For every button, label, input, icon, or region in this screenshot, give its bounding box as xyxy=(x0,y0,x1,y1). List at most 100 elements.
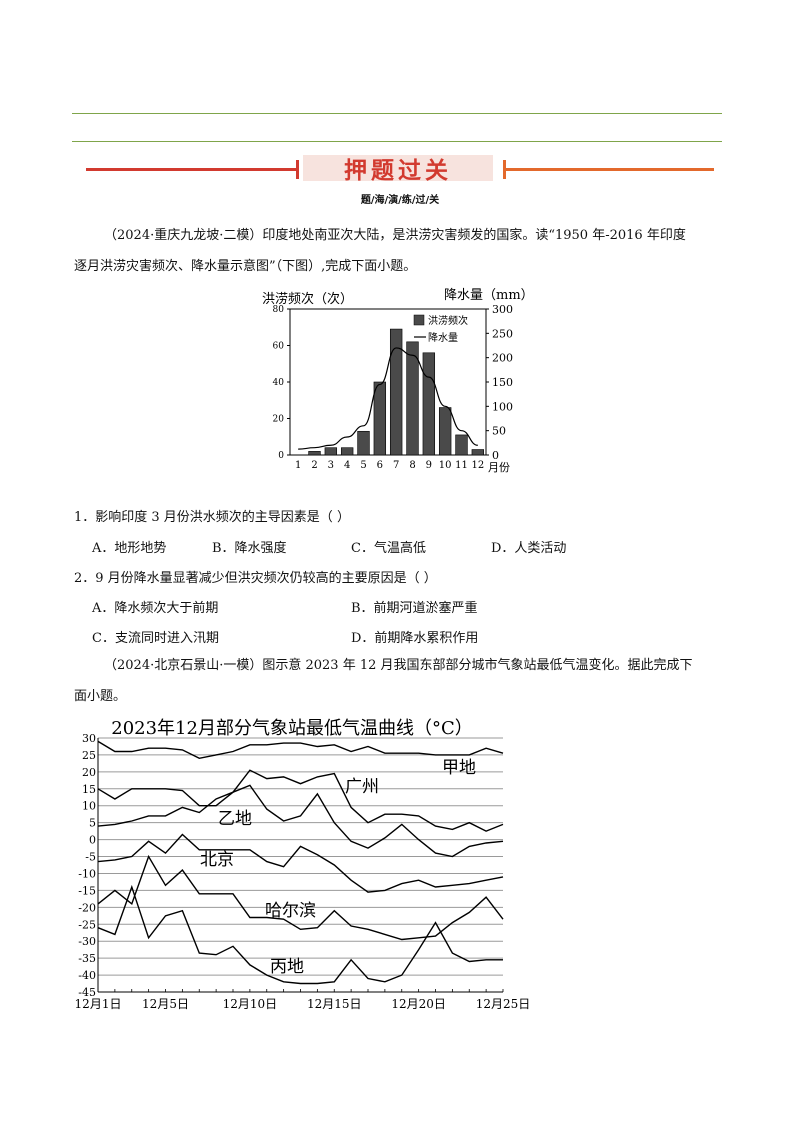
banner-tick-left xyxy=(296,160,299,179)
banner-line-left xyxy=(86,168,296,171)
chart2-x-tick-label: 12月5日 xyxy=(142,997,189,1011)
chart1-legend-bar-swatch xyxy=(413,314,425,326)
chart1-x-tick-label: 6 xyxy=(377,460,383,471)
chart1-x-tick-label: 4 xyxy=(344,460,350,471)
chart1-x-tick-label: 9 xyxy=(426,460,432,471)
chart1-right-tick-label: 100 xyxy=(492,400,513,413)
chart1-left-tick-label: 40 xyxy=(273,378,285,388)
banner-title: 押题过关 xyxy=(344,158,452,184)
chart2-x-tick-label: 12月15日 xyxy=(307,997,362,1011)
chart1-left-axis-title: 洪涝频次（次） xyxy=(262,291,353,307)
chart1-x-tick-label: 12 xyxy=(471,460,484,471)
banner-background xyxy=(303,155,493,181)
chart2-x-tick-label: 12月10日 xyxy=(223,997,278,1011)
chart2-y-tick-label: 20 xyxy=(82,766,96,779)
chart1-x-tick-label: 3 xyxy=(328,460,334,471)
chart1-right-tick-label: 0 xyxy=(492,449,499,462)
chart1-bar xyxy=(406,341,419,456)
chart1-bar xyxy=(455,434,468,456)
chart1-bar xyxy=(357,430,370,456)
chart1-legend-line-label: 降水量 xyxy=(428,331,458,344)
chart1-bar xyxy=(438,407,452,456)
banner-tick-right xyxy=(503,160,506,179)
chart2-y-tick-label: -10 xyxy=(78,867,96,880)
chart1-bar xyxy=(308,451,321,456)
chart2-y-tick-label: -35 xyxy=(78,952,96,965)
question2-option-d: D．前期降水累积作用 xyxy=(351,631,479,646)
chart1-left-tick-label: 20 xyxy=(273,415,285,425)
temperature-chart: 2023年12月部分气象站最低气温曲线（°C） 30 25 20 15 10 5 0 -5 -1… xyxy=(75,718,531,1011)
chart2-series-line xyxy=(97,854,504,941)
chart2-x-tick-label: 12月25日 xyxy=(476,997,531,1011)
chart2-y-tick-label: -15 xyxy=(78,884,96,897)
chart1-legend-bar-label: 洪涝频次 xyxy=(428,314,468,327)
chart1-left-tick-label: 60 xyxy=(273,342,285,352)
chart1-left-tick-label: 80 xyxy=(273,305,285,315)
question1-option-b: B．降水强度 xyxy=(212,541,287,556)
chart1-bar xyxy=(373,381,387,456)
chart2-label-guangzhou: 广州 xyxy=(345,777,379,797)
chart1-right-tick-label: 50 xyxy=(492,425,506,438)
chart2-label-jia: 甲地 xyxy=(442,758,476,778)
question2-option-c: C．支流同时进入汛期 xyxy=(92,631,219,646)
chart2-series-line xyxy=(97,833,504,893)
question1-option-a: A．地形地势 xyxy=(92,541,167,556)
chart2-y-tick-label: -20 xyxy=(78,901,96,914)
chart1-bar xyxy=(340,447,354,456)
chart2-y-tick-label: -25 xyxy=(78,918,96,931)
chart2-y-tick-label: -40 xyxy=(78,969,96,982)
chart2-y-tick-label: -45 xyxy=(78,986,96,999)
chart2-x-tick-label: 12月1日 xyxy=(75,997,122,1011)
header-rule-top xyxy=(72,113,722,114)
chart2-x-tick-label: 12月20日 xyxy=(391,997,446,1011)
chart1-right-axis-title: 降水量（mm） xyxy=(444,288,534,303)
chart1-bar xyxy=(471,449,485,456)
chart1-x-tick-label: 5 xyxy=(360,460,366,471)
chart2-y-tick-label: 5 xyxy=(89,817,96,830)
question2-option-b: B．前期河道淤塞严重 xyxy=(351,601,478,616)
chart2-y-tick-label: 15 xyxy=(82,783,96,796)
chart2-label-beijing: 北京 xyxy=(200,850,234,870)
banner-line-right xyxy=(506,168,714,171)
chart2-series-line xyxy=(97,769,504,832)
chart1-bar xyxy=(389,328,403,456)
chart2-y-tick-label: 30 xyxy=(82,732,96,745)
intro2-line2: 面小题。 xyxy=(74,689,127,704)
chart2-y-tick-label: -30 xyxy=(78,935,96,948)
chart1-x-tick-label: 7 xyxy=(393,460,399,471)
chart1-plot-frame xyxy=(289,308,487,456)
chart2-label-bing: 丙地 xyxy=(270,957,304,977)
question2-option-a: A．降水频次大于前期 xyxy=(92,601,219,616)
intro1-line2: 逐月洪涝灾害频次、降水量示意图”（下图）,完成下面小题。 xyxy=(74,259,417,274)
chart1-x-tick-label: 10 xyxy=(439,460,452,471)
chart2-series-line xyxy=(97,740,504,760)
chart1-right-tick-label: 150 xyxy=(492,376,513,389)
intro2-line1: （2024·北京石景山·一模）图示意 2023 年 12 月我国东部部分城市气象… xyxy=(104,658,693,673)
chart1-rainfall-line xyxy=(298,347,478,450)
chart1-x-tick-label: 1 xyxy=(295,460,301,471)
chart2-y-tick-label: 0 xyxy=(89,834,96,847)
chart1-x-unit: 月份 xyxy=(488,461,510,474)
chart1-x-tick-label: 11 xyxy=(455,460,468,471)
chart1-bar xyxy=(422,352,436,456)
chart1-x-tick-label: 2 xyxy=(311,460,317,471)
chart1-right-tick-label: 200 xyxy=(492,352,513,365)
chart2-series-line xyxy=(97,784,504,858)
chart1-right-tick-label: 300 xyxy=(492,303,513,316)
question1-option-c: C．气温高低 xyxy=(351,541,426,556)
chart2-series-line xyxy=(97,884,503,985)
question1-stem: 1．影响印度 3 月份洪水频次的主导因素是（ ） xyxy=(74,510,350,525)
chart1-x-tick-label: 8 xyxy=(409,460,415,471)
chart1-bar xyxy=(324,447,338,456)
chart1-left-tick-label: 0 xyxy=(278,451,284,461)
chart2-label-haerbin: 哈尔滨 xyxy=(265,901,316,921)
chart2-y-tick-label: 25 xyxy=(82,749,96,762)
chart2-y-tick-label: -5 xyxy=(85,851,96,864)
header-rule-bottom xyxy=(72,141,722,142)
chart2-label-yi: 乙地 xyxy=(218,809,252,829)
banner-subtitle: 题/海/演/练/过/关 xyxy=(360,195,440,206)
question2-stem: 2．9 月份降水量显著减少但洪灾频次仍较高的主要原因是（ ） xyxy=(74,571,437,586)
chart1-right-tick-label: 250 xyxy=(492,327,513,340)
chart2-title: 2023年12月部分气象站最低气温曲线（°C） xyxy=(111,718,472,739)
intro1-line1: （2024·重庆九龙坡·二模）印度地处南亚次大陆，是洪涝灾害频发的国家。读“19… xyxy=(104,228,686,243)
